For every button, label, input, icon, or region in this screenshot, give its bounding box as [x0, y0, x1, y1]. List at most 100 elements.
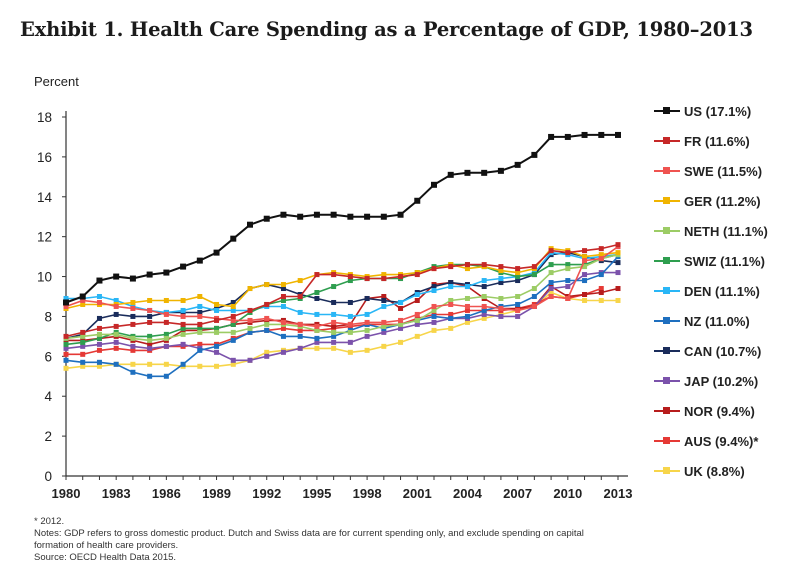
legend-item: AUS (9.4%)* — [654, 426, 768, 456]
data-point — [380, 213, 387, 220]
data-point — [331, 272, 337, 278]
legend-label: DEN (11.1%) — [684, 283, 760, 299]
data-point — [548, 262, 554, 268]
legend-swatch-marker — [663, 107, 670, 114]
data-point — [531, 294, 537, 299]
data-point — [381, 303, 387, 309]
data-point — [147, 307, 153, 313]
legend-swatch — [654, 375, 680, 387]
data-point — [180, 313, 186, 319]
data-point — [314, 327, 320, 333]
data-point — [180, 361, 186, 367]
data-point — [398, 274, 404, 280]
data-point — [230, 235, 237, 242]
legend-label: JAP (10.2%) — [684, 373, 759, 389]
data-point — [582, 258, 588, 264]
data-point — [381, 343, 387, 349]
data-point — [448, 315, 454, 321]
data-point — [481, 315, 487, 321]
data-point — [196, 257, 203, 264]
data-point — [498, 264, 504, 270]
footnote-source: Source: OECD Health Data 2015. — [34, 552, 177, 563]
data-point — [130, 369, 136, 375]
data-point — [331, 323, 337, 329]
data-point — [197, 325, 203, 331]
data-point — [582, 278, 588, 284]
data-point — [113, 303, 119, 309]
data-point — [247, 329, 253, 335]
data-point — [264, 327, 270, 333]
data-point — [180, 341, 186, 347]
data-point — [414, 272, 420, 278]
data-point — [598, 297, 604, 303]
legend-swatch-marker — [663, 257, 670, 264]
data-point — [347, 213, 354, 220]
y-tick-label: 12 — [37, 230, 52, 245]
data-point — [63, 351, 69, 357]
data-point — [464, 284, 470, 290]
data-point — [264, 353, 270, 359]
data-point — [431, 288, 437, 294]
data-point — [180, 325, 186, 331]
data-point — [448, 297, 454, 303]
legend-swatch-marker — [663, 467, 670, 474]
data-point — [448, 301, 454, 307]
data-point — [498, 268, 504, 274]
y-tick-label: 16 — [37, 150, 52, 165]
data-point — [431, 266, 437, 272]
data-point — [615, 260, 621, 266]
data-point — [598, 286, 604, 292]
data-point — [414, 317, 420, 323]
x-tick-label: 2010 — [553, 486, 582, 501]
y-tick-label: 18 — [37, 110, 52, 125]
data-point — [331, 333, 337, 339]
x-tick-label: 2013 — [604, 486, 633, 501]
data-point — [63, 365, 69, 371]
data-point — [163, 269, 170, 276]
legend-swatch-marker — [663, 137, 670, 144]
data-point — [247, 221, 253, 228]
data-point — [163, 331, 169, 337]
data-point — [381, 294, 387, 299]
legend-swatch — [654, 255, 680, 267]
data-point — [464, 303, 470, 309]
data-point — [130, 305, 136, 311]
data-point — [364, 295, 370, 301]
data-point — [163, 297, 169, 303]
data-point — [464, 313, 470, 319]
data-point — [197, 313, 203, 319]
data-point — [381, 276, 387, 282]
data-point — [197, 303, 203, 309]
legend-swatch — [654, 135, 680, 147]
data-point — [230, 307, 236, 313]
legend-swatch-marker — [663, 317, 670, 324]
series-3 — [63, 246, 621, 311]
data-point — [381, 329, 387, 335]
data-point — [280, 319, 286, 325]
data-point — [531, 272, 537, 278]
data-point — [498, 295, 504, 301]
data-point — [548, 294, 554, 299]
data-point — [130, 347, 136, 353]
data-point — [297, 309, 303, 315]
legend-swatch — [654, 405, 680, 417]
data-point — [481, 294, 487, 299]
data-point — [397, 211, 404, 218]
data-point — [364, 276, 370, 282]
data-point — [330, 211, 337, 218]
legend-item: CAN (10.7%) — [654, 336, 768, 366]
series-line — [65, 256, 619, 378]
legend-swatch-marker — [663, 167, 670, 174]
data-point — [130, 321, 136, 327]
data-point — [63, 299, 69, 306]
legend-swatch-marker — [663, 227, 670, 234]
data-point — [163, 311, 169, 317]
data-point — [113, 361, 119, 367]
data-point — [163, 335, 169, 341]
legend-swatch-marker — [663, 407, 670, 414]
data-point — [113, 339, 119, 345]
data-point — [247, 357, 253, 363]
data-point — [582, 272, 588, 278]
y-tick-label: 8 — [44, 309, 52, 324]
